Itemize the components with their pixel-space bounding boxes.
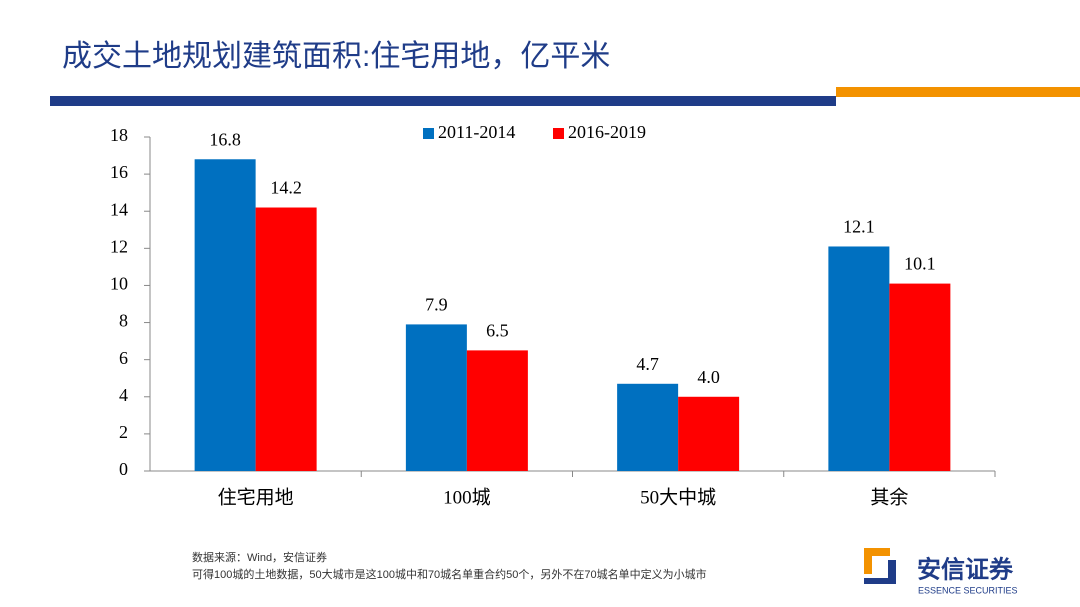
legend-label: 2011-2014 [438, 122, 515, 142]
y-tick-label: 4 [119, 385, 128, 405]
bar [466, 350, 528, 471]
legend-label: 2016-2019 [568, 122, 646, 142]
bar [194, 159, 256, 471]
y-tick-label: 6 [119, 348, 128, 368]
bar [617, 383, 679, 471]
value-label: 12.1 [843, 217, 875, 237]
y-tick-label: 16 [110, 162, 128, 182]
value-label: 7.9 [425, 295, 448, 315]
logo-mark-bottom [864, 560, 896, 584]
header-rule [50, 96, 836, 106]
bar [828, 246, 890, 471]
bar [405, 324, 467, 471]
logo: 安信证券 ESSENCE SECURITIES [864, 548, 1018, 595]
y-tick-label: 2 [119, 422, 128, 442]
bar [255, 207, 317, 471]
y-tick-label: 14 [110, 199, 128, 219]
value-label: 14.2 [270, 178, 302, 198]
y-tick-label: 8 [119, 311, 128, 331]
x-tick-label: 50大中城 [640, 486, 716, 508]
bar [889, 283, 951, 471]
value-label: 10.1 [904, 254, 936, 274]
y-tick-label: 10 [110, 274, 128, 294]
x-tick-label: 100城 [443, 486, 491, 508]
footnote: 可得100城的土地数据，50大城市是这100城中和70城名单重合约50个，另外不… [192, 567, 707, 581]
logo-name: 安信证券 [917, 555, 1014, 583]
header-accent [836, 87, 1080, 97]
y-tick-label: 12 [110, 236, 128, 256]
legend-swatch [553, 128, 564, 139]
legend-swatch [423, 128, 434, 139]
y-tick-label: 18 [110, 125, 128, 145]
x-tick-label: 其余 [870, 486, 908, 508]
x-tick-label: 住宅用地 [218, 486, 294, 508]
source-note: 数据来源：Wind，安信证券 [192, 550, 327, 564]
value-label: 4.0 [697, 367, 720, 387]
y-tick-label: 0 [119, 459, 128, 479]
value-label: 6.5 [486, 321, 509, 341]
value-label: 4.7 [636, 354, 659, 374]
logo-subtitle: ESSENCE SECURITIES [918, 585, 1018, 595]
value-label: 16.8 [209, 129, 241, 149]
logo-mark-top [864, 548, 890, 574]
bar [678, 396, 740, 471]
plot: 0 2 4 6 8 10 12 14 16 18 住宅用地 100城 50大中城 其余 16.8 7.9 4.7… [110, 122, 996, 508]
slide-title: 成交土地规划建筑面积:住宅用地，亿平米 [62, 40, 610, 73]
